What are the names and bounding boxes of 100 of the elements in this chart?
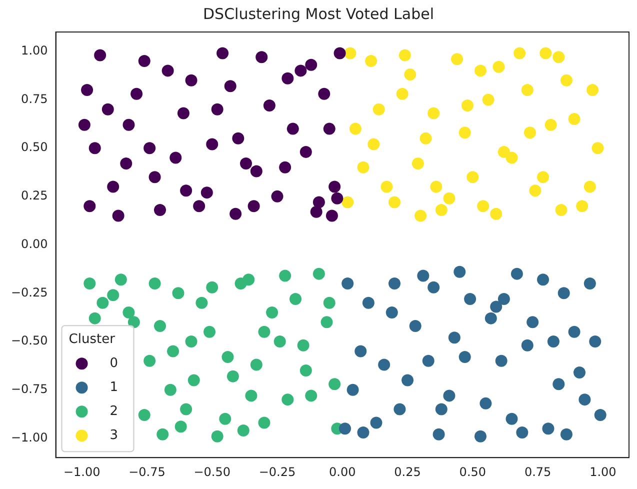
point [552, 51, 565, 64]
point [177, 107, 190, 120]
point [282, 394, 294, 406]
point [188, 374, 200, 386]
point [107, 180, 120, 193]
point [185, 336, 198, 348]
point [398, 49, 411, 62]
point [365, 55, 378, 68]
legend-label: 2 [110, 404, 118, 419]
legend-label: 3 [110, 428, 118, 443]
point [274, 336, 286, 348]
point [138, 55, 150, 68]
point [286, 122, 299, 135]
point [323, 122, 336, 135]
point [435, 403, 448, 416]
point [148, 277, 161, 290]
point [120, 158, 132, 170]
point [256, 51, 268, 64]
point [338, 422, 351, 435]
point [354, 345, 367, 358]
point [144, 354, 156, 367]
point [414, 210, 427, 222]
point [537, 171, 550, 184]
point [94, 49, 106, 62]
point [362, 296, 374, 309]
point [372, 103, 385, 116]
point [248, 200, 260, 212]
point [448, 332, 460, 344]
point [81, 84, 94, 96]
point [204, 326, 216, 338]
point [122, 306, 135, 319]
point [211, 103, 224, 116]
x-tick-label: 0.75 [524, 464, 552, 479]
point [584, 277, 596, 290]
point [422, 354, 434, 367]
point [560, 74, 572, 86]
point [84, 277, 96, 290]
point [114, 274, 127, 286]
point [482, 94, 494, 106]
y-tick-label: 0.50 [21, 140, 48, 154]
point [312, 196, 325, 208]
point [200, 186, 213, 199]
point [589, 336, 602, 348]
point [464, 292, 476, 305]
point [180, 184, 192, 197]
point [368, 138, 380, 150]
point [320, 316, 333, 328]
point [180, 403, 192, 416]
x-tick-label: 0.25 [394, 464, 421, 479]
point [461, 100, 474, 112]
x-tick-label: −0.25 [258, 464, 296, 479]
point [477, 200, 490, 212]
point [224, 80, 236, 92]
point [428, 281, 440, 294]
point [156, 428, 169, 440]
point [586, 84, 599, 96]
point [576, 200, 588, 212]
x-tick-label: −0.50 [194, 464, 230, 479]
point [432, 428, 445, 440]
point [88, 142, 101, 154]
point [386, 306, 398, 319]
point [250, 358, 262, 371]
point [323, 296, 336, 309]
y-tick-label: 0.25 [21, 188, 48, 203]
point [346, 384, 359, 396]
point [490, 300, 502, 313]
point [394, 403, 406, 416]
point [122, 118, 135, 131]
point [357, 426, 370, 438]
point [170, 152, 182, 164]
point [344, 47, 356, 60]
point [524, 126, 536, 139]
point [521, 339, 534, 352]
point [573, 366, 586, 378]
point [222, 351, 234, 364]
point [506, 152, 518, 164]
point [542, 422, 554, 435]
point [568, 326, 580, 338]
x-tick-label: 1.00 [590, 464, 616, 479]
point [430, 180, 442, 193]
point [162, 64, 174, 77]
point [240, 158, 252, 170]
point [516, 426, 528, 438]
point [474, 430, 486, 442]
point [342, 196, 354, 208]
chart-title: DSClustering Most Voted Label [203, 4, 434, 23]
point [540, 47, 552, 60]
point [495, 354, 508, 367]
point [506, 412, 518, 425]
point [409, 320, 422, 332]
point [584, 180, 596, 193]
point [555, 204, 568, 216]
point [349, 122, 362, 135]
point [282, 72, 294, 84]
legend-label: 0 [110, 356, 118, 371]
x-tick-label: −0.75 [128, 464, 166, 479]
point [380, 180, 393, 193]
point [552, 378, 565, 390]
point [250, 165, 262, 178]
y-tick-label: 0.00 [21, 236, 48, 251]
